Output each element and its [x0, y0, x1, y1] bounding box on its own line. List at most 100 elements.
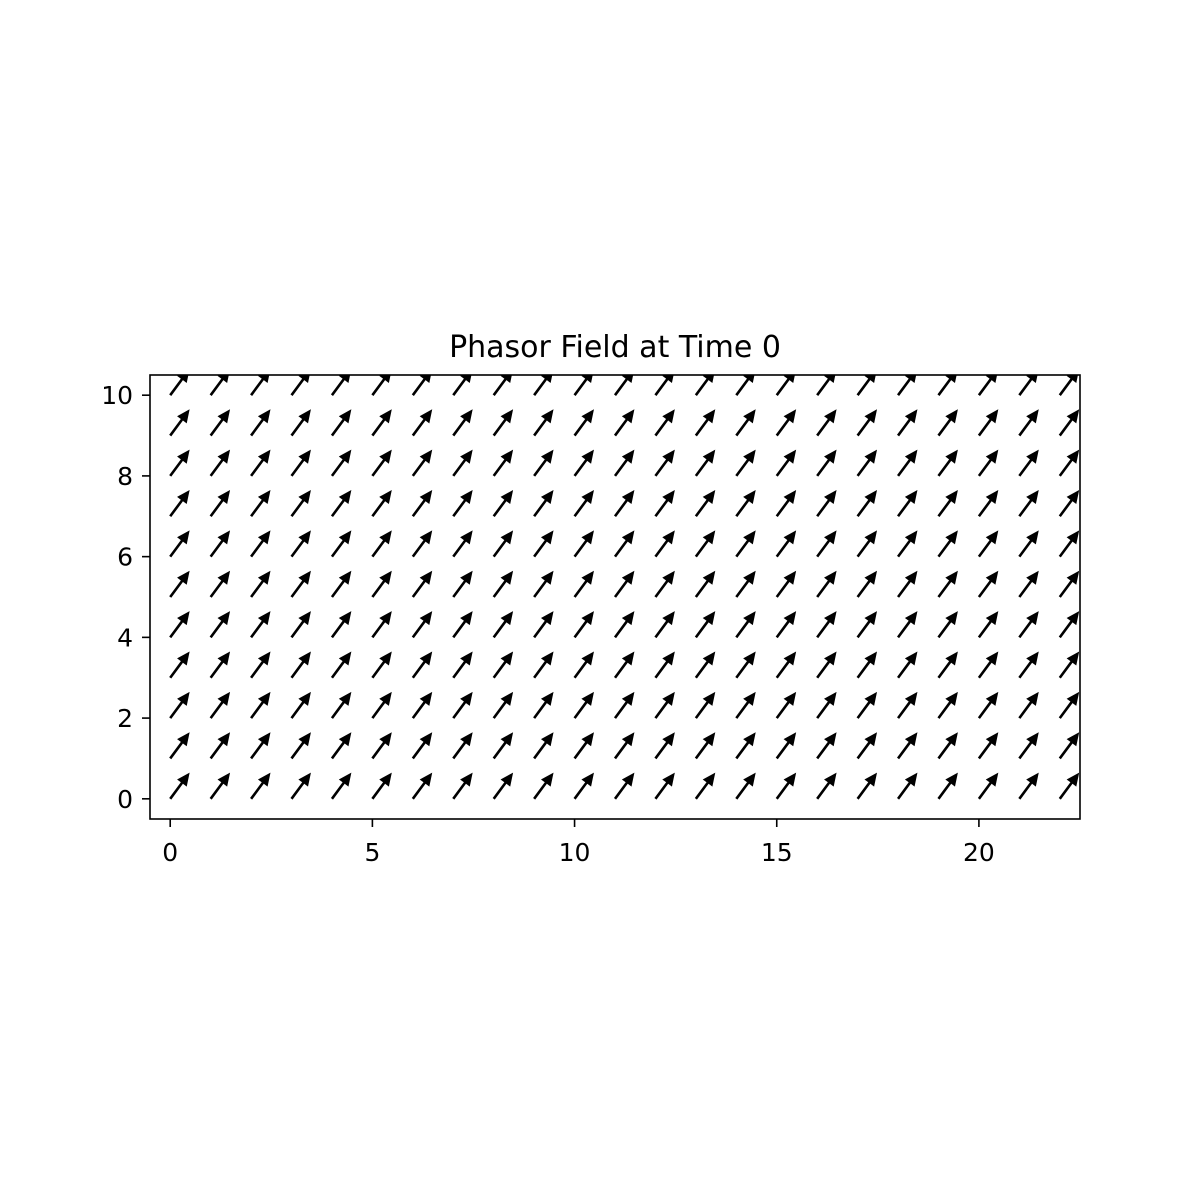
- phasor-arrow: [694, 570, 716, 598]
- phasor-arrow: [937, 732, 958, 760]
- phasor-arrow: [533, 691, 554, 719]
- phasor-arrow: [250, 611, 271, 639]
- phasor-arrow: [371, 449, 392, 477]
- phasor-arrow: [1058, 530, 1080, 558]
- phasor-arrow: [290, 409, 311, 437]
- phasor-arrow: [816, 732, 837, 760]
- phasor-arrow: [937, 375, 957, 396]
- phasor-arrow: [897, 449, 918, 477]
- phasor-arrow: [169, 651, 190, 679]
- phasor-arrow: [937, 772, 958, 800]
- phasor-arrow: [169, 691, 190, 719]
- phasor-arrow: [694, 691, 716, 719]
- phasor-arrow: [492, 611, 514, 639]
- phasor-arrow: [411, 409, 433, 437]
- phasor-arrow: [492, 570, 514, 598]
- phasor-arrow: [654, 490, 675, 518]
- phasor-arrow: [735, 611, 756, 639]
- phasor-arrow: [250, 449, 271, 477]
- phasor-arrow: [209, 691, 231, 719]
- phasor-arrow: [937, 570, 958, 598]
- phasor-arrow: [330, 651, 352, 679]
- phasor-arrow: [1018, 691, 1039, 719]
- phasor-arrow: [330, 570, 352, 598]
- phasor-arrow: [533, 490, 554, 518]
- phasor-arrow: [371, 772, 392, 800]
- phasor-arrow: [573, 691, 594, 719]
- phasor-arrow: [290, 490, 311, 518]
- phasor-arrow: [775, 611, 797, 639]
- phasor-arrow: [735, 570, 756, 598]
- phasor-arrow: [330, 530, 352, 558]
- phasor-arrow: [856, 651, 878, 679]
- phasor-arrow: [169, 530, 190, 558]
- phasor-arrow: [816, 530, 837, 558]
- phasor-arrow: [169, 490, 190, 518]
- y-axis: 0 2 4 6 8 10: [101, 381, 150, 814]
- phasor-arrow: [492, 691, 514, 719]
- phasor-arrow: [330, 772, 352, 800]
- phasor-arrow: [613, 409, 635, 437]
- phasor-arrow: [897, 611, 918, 639]
- phasor-arrow: [169, 409, 190, 437]
- phasor-arrow: [937, 611, 958, 639]
- phasor-arrow: [330, 375, 351, 396]
- phasor-arrow: [411, 691, 433, 719]
- phasor-arrow: [250, 409, 271, 437]
- phasor-arrow: [775, 530, 797, 558]
- phasor-arrow: [330, 490, 352, 518]
- phasor-arrow: [977, 375, 998, 396]
- phasor-arrow: [209, 570, 231, 598]
- phasor-arrow: [290, 375, 310, 396]
- phasor-arrow: [290, 530, 311, 558]
- phasor-arrow: [1058, 691, 1080, 719]
- phasor-arrow: [573, 409, 594, 437]
- phasor-arrow: [330, 409, 352, 437]
- phasor-arrow: [533, 409, 554, 437]
- phasor-arrow: [775, 691, 797, 719]
- phasor-arrow: [330, 611, 352, 639]
- phasor-arrow: [209, 409, 231, 437]
- phasor-arrow: [937, 651, 958, 679]
- phasor-arrow: [371, 651, 392, 679]
- phasor-arrow: [856, 772, 878, 800]
- phasor-arrow: [735, 691, 756, 719]
- phasor-arrow: [775, 409, 797, 437]
- phasor-arrow: [290, 570, 311, 598]
- phasor-arrow: [775, 732, 797, 760]
- phasor-arrow: [654, 530, 675, 558]
- phasor-arrow: [330, 449, 352, 477]
- phasor-arrow: [694, 449, 716, 477]
- phasor-arrow: [411, 772, 433, 800]
- phasor-arrow: [977, 449, 999, 477]
- phasor-arrow: [169, 570, 190, 598]
- phasor-arrow: [209, 651, 231, 679]
- phasor-arrow: [492, 375, 512, 396]
- phasor-arrow: [654, 732, 675, 760]
- phasor-arrow: [816, 570, 837, 598]
- phasor-arrow: [452, 732, 473, 760]
- phasor-arrow: [452, 651, 473, 679]
- phasor-arrow: [897, 732, 918, 760]
- y-tick-label: 4: [117, 623, 133, 652]
- phasor-arrow: [290, 772, 311, 800]
- phasor-arrow: [371, 570, 392, 598]
- phasor-arrow: [654, 375, 674, 396]
- phasor-arrow: [694, 732, 716, 760]
- phasor-arrow: [816, 611, 837, 639]
- phasor-arrow: [654, 772, 675, 800]
- phasor-arrow: [209, 375, 229, 396]
- phasor-arrow: [1018, 570, 1039, 598]
- phasor-arrow: [613, 772, 635, 800]
- phasor-arrow: [694, 530, 716, 558]
- phasor-arrow: [452, 691, 473, 719]
- phasor-arrow: [573, 772, 594, 800]
- phasor-arrow: [1018, 772, 1039, 800]
- phasor-arrow: [452, 611, 473, 639]
- phasor-arrow: [250, 530, 271, 558]
- phasor-arrow: [613, 651, 635, 679]
- x-tick-label: 10: [559, 838, 591, 867]
- phasor-arrow: [371, 409, 392, 437]
- phasor-arrow: [937, 490, 958, 518]
- phasor-arrow: [735, 449, 756, 477]
